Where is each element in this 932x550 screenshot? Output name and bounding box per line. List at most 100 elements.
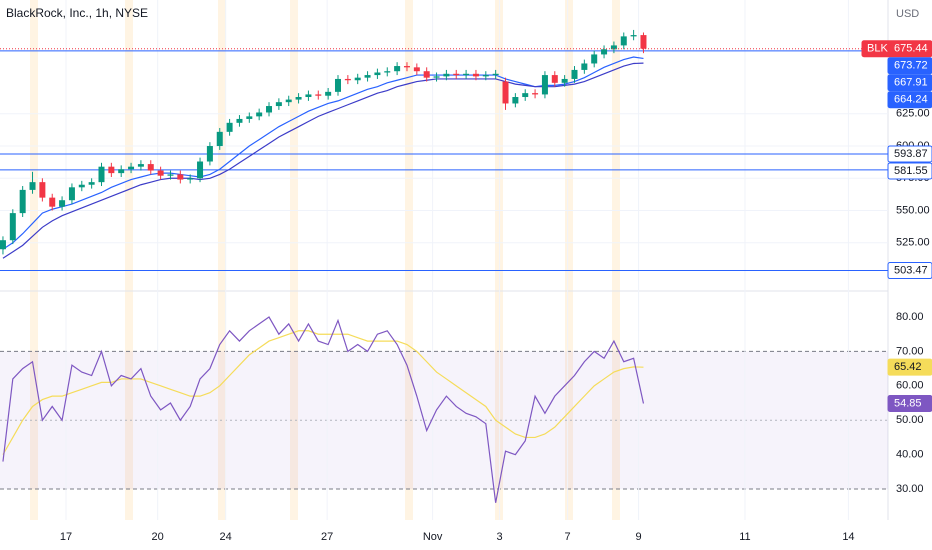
candle-body [571, 69, 578, 79]
candle-body [226, 122, 233, 132]
candle-body [453, 73, 460, 76]
badge-value: 593.87 [894, 148, 928, 160]
candle-body [275, 102, 282, 107]
rsi-tick-label: 40.00 [896, 449, 924, 461]
candle-body [137, 164, 144, 167]
candle-body [620, 36, 627, 46]
badge-value: 675.44 [894, 43, 928, 55]
stripe [495, 0, 503, 520]
candle-body [384, 71, 391, 73]
candle-body [98, 166, 105, 183]
x-tick-label: 20 [152, 531, 164, 543]
candle-body [423, 71, 430, 78]
chart-title: BlackRock, Inc., 1h, NYSE [6, 6, 148, 20]
candle-body [492, 73, 499, 76]
x-tick-label: 11 [739, 531, 750, 543]
candle-body [472, 73, 479, 77]
badge-value: 503.47 [894, 264, 928, 276]
candle-body [128, 166, 135, 170]
candle-body [305, 94, 312, 98]
x-tick-label: 17 [60, 531, 72, 543]
candle-body [49, 197, 56, 207]
candle-body [551, 75, 558, 83]
moving-average [2, 62, 644, 259]
stripe [290, 0, 298, 520]
rsi-tick-label: 60.00 [896, 380, 924, 392]
badge-value: 581.55 [894, 165, 928, 177]
candle-body [354, 77, 361, 81]
candle-body [236, 118, 243, 123]
rsi-tick-label: 50.00 [896, 414, 924, 426]
candle-body [463, 73, 470, 76]
candle-body [374, 72, 381, 76]
candle-body [522, 93, 529, 98]
rsi-ma-line [2, 330, 644, 455]
candle-body [640, 35, 647, 49]
candle-body [394, 66, 401, 72]
candle-body [256, 112, 263, 117]
x-tick-label: 3 [497, 531, 503, 543]
candle-body [197, 161, 204, 179]
candle-body [246, 116, 253, 119]
candle-body [39, 182, 46, 198]
candle-body [433, 76, 440, 78]
candle-body [118, 169, 125, 174]
candle-body [206, 146, 213, 162]
candle-body [315, 94, 322, 96]
badge-value: 673.72 [894, 60, 928, 72]
candle-body [295, 97, 302, 100]
session-stripes [30, 0, 620, 520]
stripe [218, 0, 226, 520]
rsi-tick-label: 30.00 [896, 483, 924, 495]
y-tick-label: 525.00 [896, 237, 930, 249]
candle-body [512, 97, 519, 104]
stripe [125, 0, 133, 520]
candle-body [532, 93, 539, 95]
price-badge [887, 57, 932, 75]
currency: USD [896, 8, 919, 20]
candle-body [610, 45, 617, 50]
rsi-tick-label: 70.00 [896, 345, 924, 357]
rsi-band [0, 351, 888, 490]
price-badge [887, 74, 932, 92]
candle-body [68, 187, 75, 201]
stripe [405, 0, 413, 520]
candle-body [364, 75, 371, 78]
x-tick-label: 14 [842, 531, 854, 543]
candle-body [561, 78, 568, 83]
price-badge [887, 395, 932, 413]
candle-body [266, 106, 273, 113]
x-tick-label: 9 [635, 531, 641, 543]
y-tick-label: 625.00 [896, 108, 930, 120]
candle-body [216, 131, 223, 147]
stripe [565, 0, 573, 520]
candle-body [78, 184, 85, 188]
candle-body [187, 178, 194, 180]
y-tick-label: 550.00 [896, 204, 930, 216]
candle-body [285, 99, 292, 103]
candle-body [502, 81, 509, 104]
price-badge [887, 91, 932, 109]
rsi-tick-label: 80.00 [896, 311, 924, 323]
candle-body [157, 170, 164, 176]
candle-body [630, 35, 637, 37]
candle-body [147, 164, 154, 171]
price-badge [887, 262, 932, 280]
candle-body [325, 91, 332, 96]
candle-body [344, 78, 351, 81]
price-badge [887, 145, 932, 163]
candle-body [9, 213, 16, 241]
candle-body [413, 67, 420, 72]
candle-body [443, 73, 450, 77]
x-tick-label: 24 [220, 531, 232, 543]
candle-body [0, 240, 6, 250]
badge-value: 54.85 [894, 397, 922, 409]
candle-body [482, 75, 489, 77]
candle-body [88, 182, 95, 185]
price-badge [861, 40, 932, 58]
candle-body [541, 75, 548, 95]
candle-body [601, 49, 608, 55]
price-badge [887, 358, 932, 376]
rsi-line [2, 316, 645, 503]
